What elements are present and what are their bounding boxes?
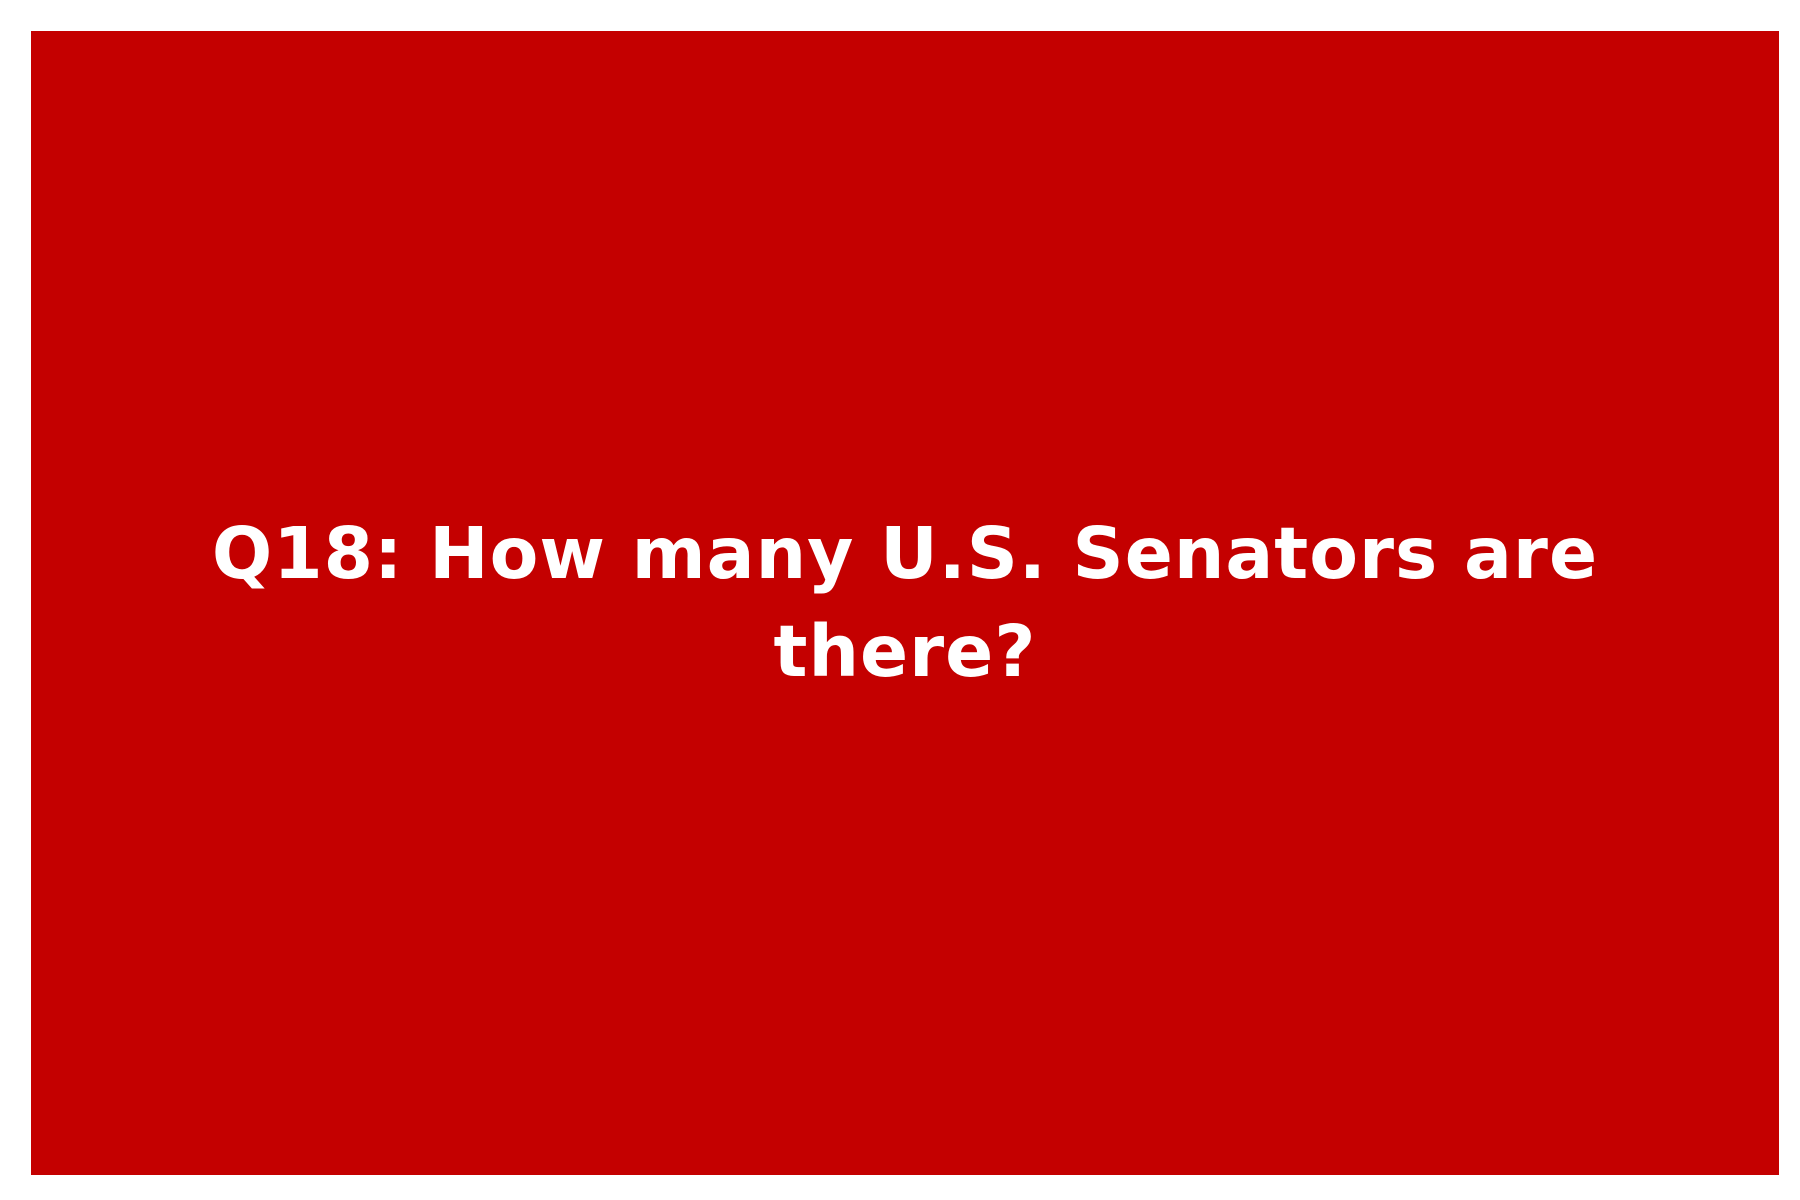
question-card[interactable]: Q18: How many U.S. Senators are there? xyxy=(31,31,1779,1175)
question-text: Q18: How many U.S. Senators are there? xyxy=(211,512,1599,693)
